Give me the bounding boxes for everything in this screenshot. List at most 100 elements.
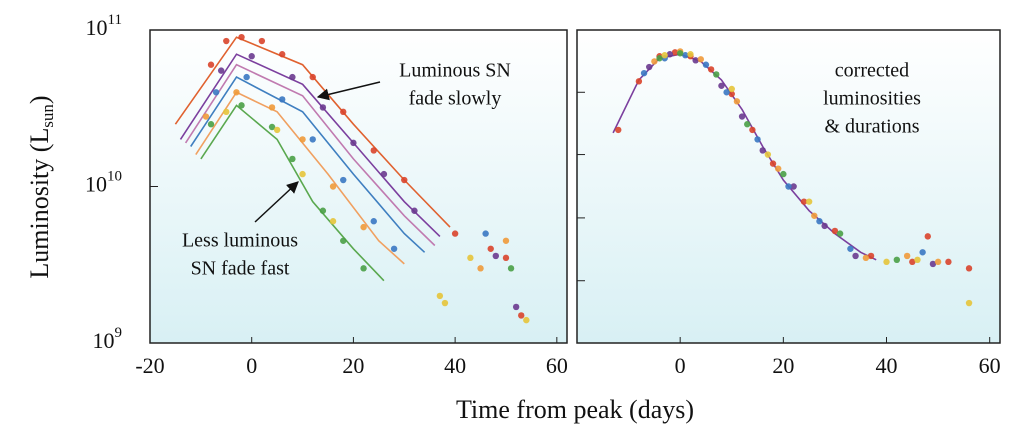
data-point (350, 139, 357, 147)
data-point (909, 258, 916, 266)
data-point (309, 73, 316, 81)
data-point (640, 69, 648, 77)
y-axis-title-text: Luminosity (L (25, 128, 54, 279)
annotation: Luminous SN (399, 60, 511, 82)
data-point (800, 198, 808, 205)
x-axis-title: Time from peak (days) (456, 395, 694, 424)
data-point (903, 252, 911, 260)
x-tick-label: 40 (876, 353, 898, 378)
data-point (687, 51, 694, 58)
data-point (646, 63, 653, 71)
data-point (268, 123, 276, 131)
data-point (401, 176, 408, 184)
x-tick-label: 60 (546, 353, 568, 378)
data-point (238, 102, 245, 109)
data-point (924, 233, 931, 240)
data-point (436, 292, 444, 300)
data-point (836, 230, 844, 237)
data-point (223, 37, 230, 45)
data-point (207, 121, 215, 128)
data-point (816, 218, 823, 225)
data-point (883, 258, 890, 266)
data-point (713, 71, 720, 78)
data-point (754, 136, 761, 143)
annotation: Less luminous (182, 230, 298, 252)
frame (576, 29, 1001, 344)
data-point (718, 82, 725, 89)
data-point (805, 198, 813, 205)
data-point (258, 37, 266, 45)
data-point (965, 265, 973, 272)
data-point (790, 183, 797, 190)
data-point (370, 147, 377, 154)
data-point (671, 49, 679, 56)
data-point (692, 57, 699, 64)
data-point (518, 312, 525, 319)
annotation: fade slowly (409, 88, 502, 110)
data-point (238, 33, 245, 41)
data-point (914, 256, 921, 264)
data-point (862, 254, 870, 262)
data-point (299, 170, 306, 178)
annotation: SN fade fast (191, 258, 290, 280)
y-tick-label: 1010 (85, 169, 122, 197)
data-point (202, 113, 210, 120)
annotation: corrected (835, 60, 909, 82)
data-point (482, 230, 489, 237)
y-tick-label: 1011 (86, 12, 122, 40)
curve (195, 91, 405, 265)
data-point (360, 223, 367, 231)
y-axis-title-close: ) (25, 95, 54, 104)
data-point (635, 78, 643, 85)
plot-area (150, 30, 567, 343)
data-point (207, 61, 215, 68)
data-point (507, 265, 515, 272)
data-point (451, 230, 459, 237)
data-point (477, 265, 484, 272)
x-tick-label: -20 (135, 353, 164, 378)
data-point (707, 66, 715, 73)
data-point (248, 53, 255, 60)
data-point (615, 126, 622, 134)
data-point (852, 252, 859, 260)
data-point (329, 218, 337, 225)
data-point (728, 85, 735, 93)
y-tick-label: 109 (93, 325, 123, 353)
y-tick-exponent: 10 (107, 169, 122, 185)
arrow (254, 181, 299, 223)
data-point (744, 121, 751, 128)
x-tick-label: 0 (246, 353, 257, 378)
data-point (492, 252, 500, 260)
data-point (502, 254, 510, 262)
x-tick-label: 60 (979, 353, 1001, 378)
data-point (774, 165, 782, 172)
x-tick-label: 20 (772, 353, 794, 378)
data-point (656, 55, 663, 62)
data-point (831, 227, 839, 235)
data-point (329, 183, 337, 190)
data-point (273, 126, 281, 134)
y-tick-base: 10 (93, 328, 115, 353)
data-point (279, 96, 286, 103)
data-point (319, 207, 327, 214)
data-point (733, 98, 741, 105)
x-tick-label: 20 (342, 353, 364, 378)
data-point (702, 61, 710, 68)
data-point (390, 245, 398, 252)
marks (174, 33, 973, 324)
data-point (411, 207, 418, 214)
data-point (821, 222, 828, 230)
data-point (319, 104, 327, 111)
curve (190, 76, 426, 253)
y-tick-base: 10 (85, 172, 107, 197)
data-point (934, 258, 942, 266)
data-point (523, 316, 530, 324)
data-point (780, 170, 787, 178)
data-point (893, 256, 901, 264)
data-point (661, 52, 668, 59)
data-point (723, 89, 730, 96)
arrow (316, 81, 381, 101)
data-point (243, 73, 250, 81)
data-point (811, 212, 818, 219)
x-tick-label: 40 (444, 353, 466, 378)
